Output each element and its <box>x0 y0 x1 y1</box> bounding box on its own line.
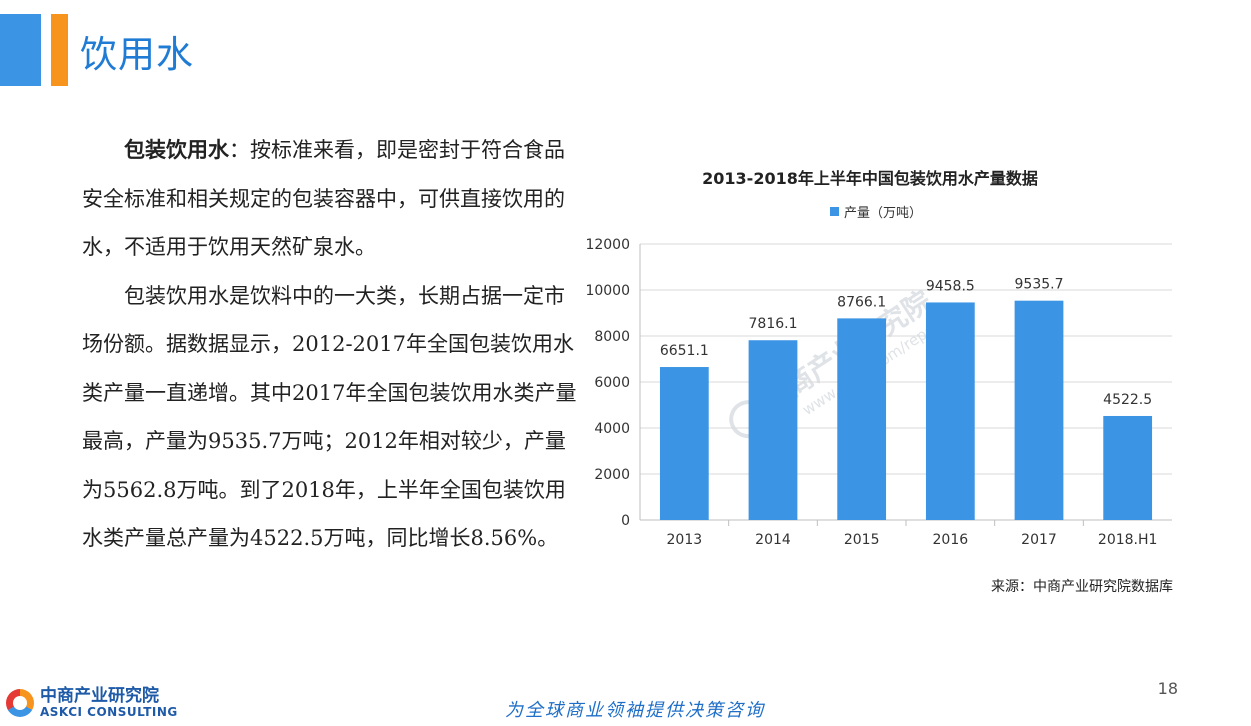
y-tick-label: 12000 <box>585 237 630 253</box>
x-tick-label: 2015 <box>844 532 880 548</box>
x-tick-label: 2013 <box>667 532 703 548</box>
bar <box>1103 415 1153 520</box>
bar <box>1014 300 1064 520</box>
page-title: 饮用水 <box>80 33 194 76</box>
y-tick-label: 10000 <box>585 283 630 299</box>
y-tick-label: 4000 <box>594 421 630 437</box>
footer-logo: 中商产业研究院 ASKCI CONSULTING <box>6 686 178 719</box>
data-label: 6651.1 <box>660 343 709 359</box>
paragraph-2: 包装饮用水是饮料中的一大类，长期占据一定市场份额。据数据显示，2012-2017… <box>82 272 582 563</box>
bar <box>659 367 709 520</box>
x-tick-label: 2014 <box>755 532 791 548</box>
body-text: 包装饮用水：按标准来看，即是密封于符合食品安全标准和相关规定的包装容器中，可供直… <box>82 126 582 563</box>
data-label: 8766.1 <box>837 294 886 310</box>
bar <box>837 318 887 520</box>
y-tick-label: 2000 <box>594 467 630 483</box>
page-number: 18 <box>1157 679 1178 698</box>
data-label: 7816.1 <box>749 316 798 332</box>
logo-mark-icon <box>6 689 34 718</box>
chart-legend: 产量（万吨） <box>830 202 922 221</box>
y-tick-label: 6000 <box>594 375 630 391</box>
logo-text-en: ASKCI CONSULTING <box>40 704 178 719</box>
chart-title: 2013-2018年上半年中国包装饮用水产量数据 <box>702 169 1038 188</box>
accent-bar-blue <box>0 14 41 86</box>
x-tick-label: 2016 <box>933 532 969 548</box>
bar <box>925 302 975 520</box>
bar <box>748 340 798 520</box>
legend-label: 产量（万吨） <box>844 206 923 221</box>
y-tick-label: 0 <box>621 513 630 529</box>
paragraph-1-lead: 包装饮用水 <box>124 137 229 162</box>
chart-source: 来源：中商产业研究院数据库 <box>991 579 1173 595</box>
accent-bar-orange <box>51 14 68 86</box>
footer-logo-text: 中商产业研究院 ASKCI CONSULTING <box>40 686 178 719</box>
paragraph-1: 包装饮用水：按标准来看，即是密封于符合食品安全标准和相关规定的包装容器中，可供直… <box>82 126 582 272</box>
bar-chart: 0 2000 4000 6000 8000 10000 12000 6651.1 2013 781… <box>585 237 1172 548</box>
x-tick-label: 2018.H1 <box>1098 532 1158 548</box>
x-tick-label: 2017 <box>1021 532 1057 548</box>
legend-swatch <box>830 207 839 216</box>
data-label: 9458.5 <box>926 278 975 294</box>
footer-slogan: 为全球商业领袖提供决策咨询 <box>505 700 765 721</box>
data-label: 4522.5 <box>1103 392 1152 408</box>
paragraph-2-text: 包装饮用水是饮料中的一大类，长期占据一定市场份额。据数据显示，2012-2017… <box>82 283 577 551</box>
data-label: 9535.7 <box>1015 277 1064 293</box>
y-tick-label: 8000 <box>594 329 630 345</box>
paragraph-1-text: ：按标准来看，即是密封于符合食品安全标准和相关规定的包装容器中，可供直接饮用的水… <box>82 138 565 259</box>
logo-text-cn: 中商产业研究院 <box>40 686 159 706</box>
